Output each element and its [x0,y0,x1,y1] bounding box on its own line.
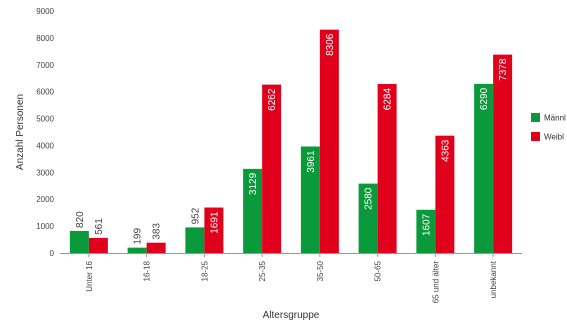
data-label: 383 [152,223,163,240]
y-tick-label: 8000 [36,34,54,43]
y-axis-ticks: 0 1000 2000 3000 4000 5000 6000 7000 8000 9000 [36,7,54,258]
bar [69,230,89,253]
y-tick-label: 3000 [36,168,54,177]
x-axis-ticks: Unter 16 16-18 18-25 25-35 35-50 50-65 65 und … [85,253,498,303]
y-tick-label: 4000 [36,141,54,150]
x-tick-label: 16-18 [143,260,152,281]
bar [300,146,320,253]
x-tick-label: unbekannt [489,260,498,298]
bar [493,54,513,254]
x-tick-label: 35-50 [316,260,325,281]
bar [204,207,224,253]
data-label: 6284 [383,88,394,111]
data-label: 952 [190,207,201,224]
data-label: 3129 [248,172,259,195]
x-tick-label: 25-35 [258,260,267,281]
data-label: 6290 [479,87,490,110]
legend-swatch [531,132,540,141]
bar [262,84,282,253]
legend-label: Weibl [544,133,564,142]
bar [185,227,205,253]
bar [358,183,378,253]
y-tick-label: 7000 [36,61,54,70]
data-label: 2580 [364,187,375,210]
legend-label: Männl [544,114,566,123]
data-label: 4363 [440,139,451,162]
data-label: 1691 [209,211,220,234]
bar [127,247,147,253]
legend-swatch [531,113,540,122]
bar [146,242,166,253]
bar [416,209,436,253]
y-tick-label: 9000 [36,7,54,16]
x-tick-label: 18-25 [200,260,209,281]
bar [88,237,108,253]
y-axis-title: Anzahl Personen [15,94,26,170]
data-label: 6262 [267,88,278,111]
bar [243,168,263,253]
data-label: 1607 [421,213,432,236]
y-tick-label: 5000 [36,115,54,124]
data-label: 3961 [306,150,317,173]
x-tick-label: Unter 16 [85,260,94,291]
x-axis-title: Altersgruppe [263,310,320,321]
x-tick-label: 50-65 [374,260,383,281]
data-label: 199 [133,228,144,245]
y-tick-label: 1000 [36,222,54,231]
legend: Männl Weibl [531,113,566,142]
data-label: 561 [94,218,105,235]
bar [377,84,397,254]
bar [319,29,339,253]
x-tick-label: 65 und älter [431,261,440,304]
bars: 820 561 199 383 952 1691 3129 6262 3961 8306 2580 6… [69,29,513,254]
data-label: 820 [75,211,86,228]
y-tick-label: 2000 [36,195,54,204]
bar [474,83,494,253]
y-tick-label: 0 [50,249,55,258]
data-label: 8306 [325,33,336,56]
y-tick-label: 6000 [36,88,54,97]
bar [435,135,455,253]
data-label: 7378 [498,58,509,81]
